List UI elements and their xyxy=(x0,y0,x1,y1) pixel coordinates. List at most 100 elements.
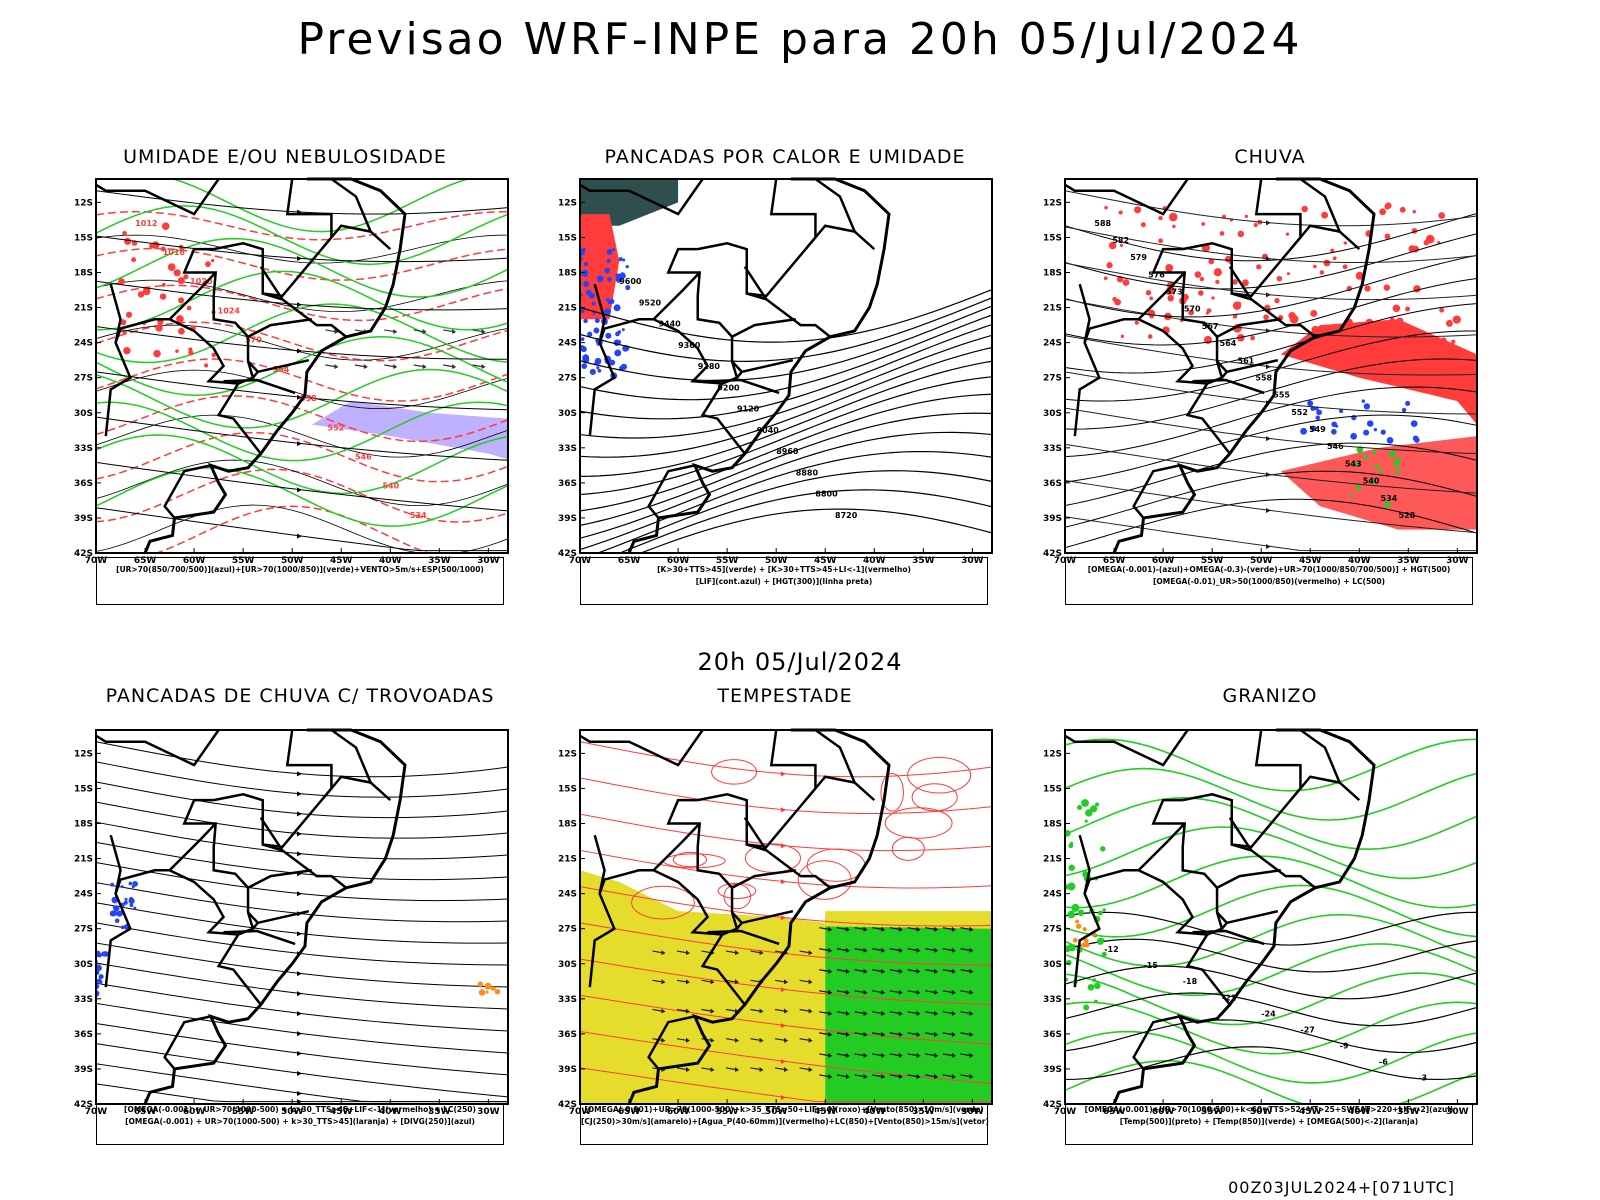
divg-blue xyxy=(129,903,134,908)
wind-vector-head xyxy=(845,1073,850,1079)
humidity-contour xyxy=(96,237,508,298)
wind-vector-head xyxy=(845,1031,850,1037)
state-border xyxy=(653,869,723,936)
lat-tick-label: 33S xyxy=(558,444,577,454)
streamline-arrow xyxy=(1266,543,1271,549)
streamline-arrow xyxy=(781,987,786,993)
divg-blue xyxy=(111,910,118,917)
omega-blue xyxy=(1380,429,1386,435)
lon-tick-label: 65W xyxy=(1103,556,1126,566)
temp500-contour xyxy=(1065,992,1477,1027)
contour-label: 558 xyxy=(300,394,317,403)
lat-tick-label: 12S xyxy=(74,198,93,208)
state-border xyxy=(666,247,746,455)
lat-tick-label: 33S xyxy=(1043,444,1062,454)
temp850-shade xyxy=(1101,951,1107,957)
lif-blue xyxy=(580,309,585,313)
wind-vector-head xyxy=(845,926,850,932)
state-border xyxy=(814,177,856,233)
rain-red-spot xyxy=(1301,205,1308,213)
state-border xyxy=(259,265,284,301)
rain-red-spot xyxy=(1384,233,1391,240)
contour-label: 582 xyxy=(1112,236,1129,245)
state-border xyxy=(223,378,296,395)
streamline-arrow xyxy=(297,255,302,261)
lat-tick-label: 42S xyxy=(74,549,93,559)
temp850-shade xyxy=(1095,802,1100,807)
wind-vector-head xyxy=(686,950,690,956)
contour-label: 552 xyxy=(1291,408,1308,417)
state-border xyxy=(653,318,723,385)
contour-label: 9120 xyxy=(737,405,760,414)
legend-line: [Temp(500)](preto) + [Temp(850)](verde) … xyxy=(1119,1117,1419,1126)
rain-red-spot xyxy=(1451,339,1456,344)
contour-label: 1024 xyxy=(218,306,241,315)
contour-label: -3 xyxy=(1418,1074,1427,1083)
lat-tick-label: 24S xyxy=(1043,339,1062,349)
lon-tick-label: 45W xyxy=(1299,1107,1322,1117)
streamline-arrow xyxy=(781,879,786,885)
legend-line: [OMEGA(-0.01)_UR>50(1000/850)(vermelho) … xyxy=(1152,577,1386,586)
omega-blue xyxy=(1307,400,1314,407)
shade-red xyxy=(142,287,151,296)
lon-tick-label: 40W xyxy=(1348,556,1371,566)
temp850-shade xyxy=(1101,938,1105,942)
wind-vector-head xyxy=(863,1010,868,1016)
contour-label: 564 xyxy=(1220,339,1237,348)
wind-vector-head xyxy=(828,926,833,932)
wind-vector-head xyxy=(934,947,939,953)
contour-label: -27 xyxy=(1300,1025,1314,1034)
pw-red-contour xyxy=(672,851,708,868)
contour-label: 1012 xyxy=(135,219,157,228)
lat-tick-label: 42S xyxy=(558,549,577,559)
temp850-shade xyxy=(1066,959,1072,966)
hgt300-contour xyxy=(580,360,992,477)
contour-label: -12 xyxy=(1104,945,1118,954)
rain-red-spot xyxy=(1112,296,1118,302)
wind-vector-head xyxy=(828,1052,833,1058)
shade-red xyxy=(177,277,185,285)
lat-tick-label: 27S xyxy=(558,925,577,935)
hgt500-contour xyxy=(1065,414,1477,483)
humidity-contour xyxy=(96,466,508,527)
lat-tick-label: 42S xyxy=(1043,549,1062,559)
wind-vector-head xyxy=(784,979,789,985)
state-border xyxy=(182,247,262,455)
state-border xyxy=(104,283,132,437)
contour-label: -24 xyxy=(1261,1009,1276,1018)
rain-red-spot xyxy=(1140,222,1146,228)
streamline-arrow xyxy=(781,843,786,849)
lat-tick-label: 12S xyxy=(1043,198,1062,208)
lif-blue xyxy=(609,359,616,366)
temp850-shade xyxy=(1090,805,1098,813)
temp850-shade xyxy=(1085,809,1093,817)
streamline-arrow xyxy=(781,1023,786,1029)
lon-tick-label: 65W xyxy=(618,556,641,566)
legend-line: [OMEGA(-0.001)-(azul)+OMEGA(-0.3)-(verde… xyxy=(1087,565,1451,574)
temp850-shade xyxy=(1067,882,1076,891)
thickness-contour xyxy=(96,247,508,281)
wind-vector-head xyxy=(845,968,850,974)
streamline-arrow xyxy=(297,1051,302,1057)
lat-tick-label: 15S xyxy=(1043,784,1062,794)
wind-vector-head xyxy=(916,989,921,995)
lon-tick-label: 55W xyxy=(232,556,255,566)
streamline-arrow xyxy=(781,1094,786,1100)
rain-red-spot xyxy=(1319,270,1325,275)
contour-label: -9 xyxy=(1340,1041,1349,1050)
shade-red xyxy=(210,258,215,263)
lon-tick-label: 30W xyxy=(961,556,984,566)
run-identifier: 00Z03JUL2024+[071UTC] xyxy=(1228,1178,1455,1197)
lon-tick-label: 55W xyxy=(716,1107,739,1117)
state-border xyxy=(330,177,372,233)
conv-orange xyxy=(485,990,489,994)
divg-blue xyxy=(123,900,128,905)
state-border xyxy=(707,378,780,395)
lat-tick-label: 21S xyxy=(1043,304,1062,314)
temp850-contour xyxy=(1065,826,1477,880)
map-frame xyxy=(95,729,509,1105)
shade-red xyxy=(155,324,163,332)
jet-yellow xyxy=(580,870,826,1104)
lif-blue xyxy=(591,301,596,306)
contour-label: 9040 xyxy=(757,426,780,435)
